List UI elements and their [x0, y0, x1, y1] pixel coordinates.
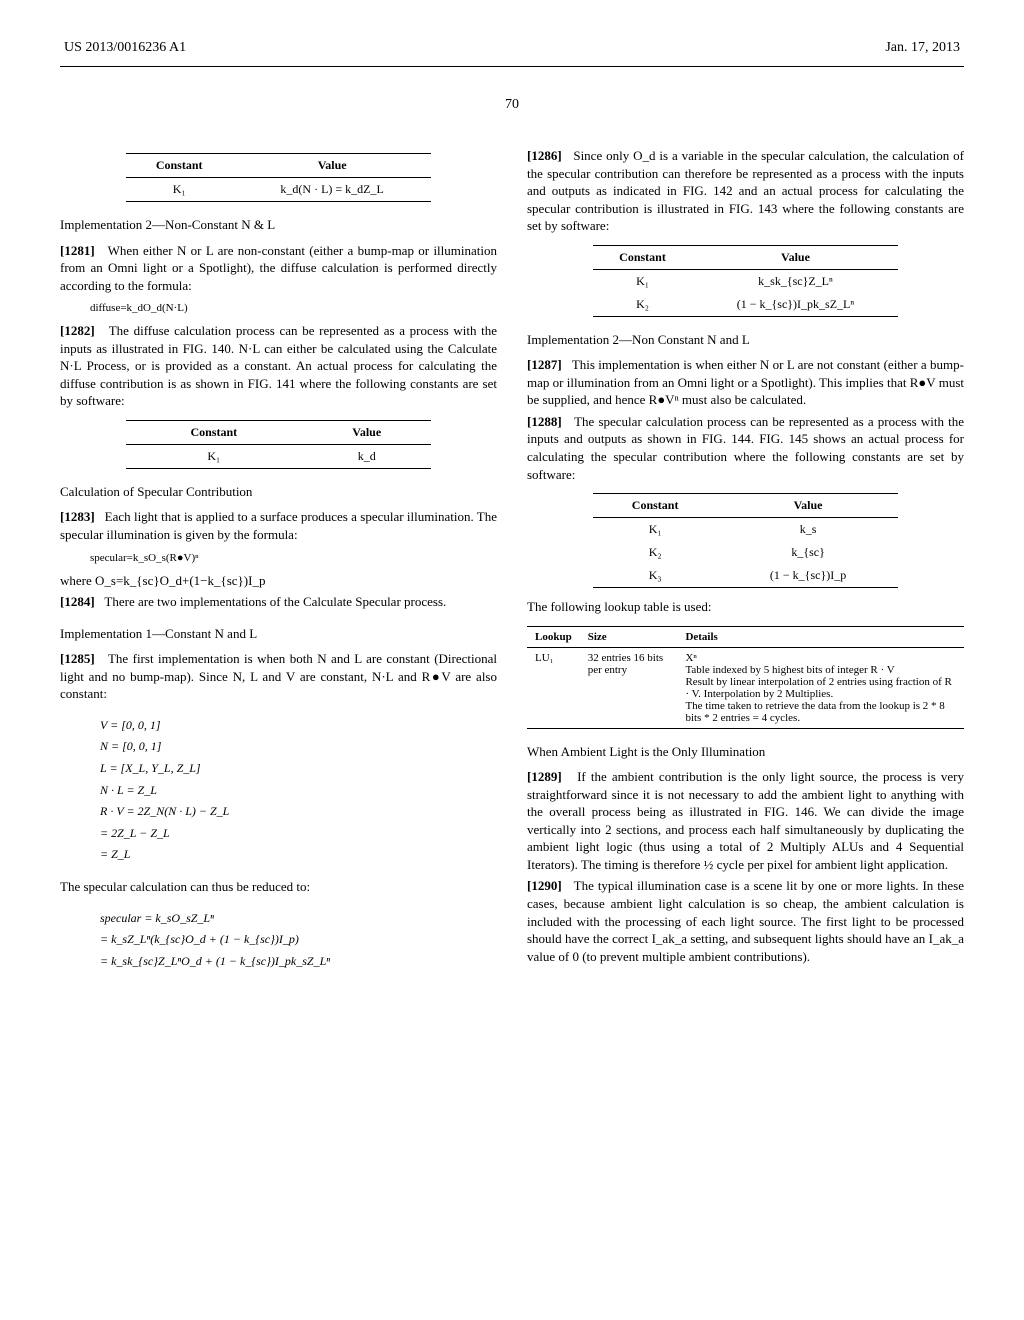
math-line: = k_sZ_Lⁿ(k_{sc}O_d + (1 − k_{sc})I_p): [100, 929, 497, 951]
paragraph-text: The typical illumination case is a scene…: [527, 878, 964, 963]
table-cell: Xⁿ Table indexed by 5 highest bits of in…: [677, 647, 964, 728]
math-line: = Z_L: [100, 844, 497, 866]
math-line: L = [X_L, Y_L, Z_L]: [100, 758, 497, 780]
two-column-layout: Constant Value K₁ k_d(N · L) = k_dZ_L Im…: [60, 143, 964, 984]
lookup-table: Lookup Size Details LU₁ 32 entries 16 bi…: [527, 626, 964, 729]
paragraph-text: Each light that is applied to a surface …: [60, 509, 497, 542]
where-clause: where O_s=k_{sc}O_d+(1−k_{sc})I_p: [60, 572, 497, 590]
section-heading: When Ambient Light is the Only Illuminat…: [527, 743, 964, 761]
math-line: = k_sk_{sc}Z_LⁿO_d + (1 − k_{sc})I_pk_sZ…: [100, 951, 497, 973]
paragraph-number: [1284]: [60, 594, 95, 609]
paragraph: [1284] There are two implementations of …: [60, 593, 497, 611]
paragraph-text: The specular calculation process can be …: [527, 414, 964, 482]
constant-table-4: Constant Value K₁ k_s K₂ k_{sc} K₃ (1 − …: [593, 493, 899, 588]
paragraph-number: [1290]: [527, 878, 562, 893]
header-rule: [60, 66, 964, 67]
formula: diffuse=k_dO_d(N·L): [90, 302, 497, 314]
table-header: Size: [580, 626, 678, 647]
paragraph-number: [1289]: [527, 769, 562, 784]
paragraph-number: [1286]: [527, 148, 562, 163]
paragraph: [1289] If the ambient contribution is th…: [527, 768, 964, 873]
paragraph: [1287] This implementation is when eithe…: [527, 356, 964, 409]
paragraph: [1286] Since only O_d is a variable in t…: [527, 147, 964, 235]
table-cell: K₁: [126, 444, 302, 468]
paragraph-number: [1288]: [527, 414, 562, 429]
math-line: N = [0, 0, 1]: [100, 736, 497, 758]
table-header: Details: [677, 626, 964, 647]
constant-table-2: Constant Value K₁ k_d: [126, 420, 432, 469]
patent-number: US 2013/0016236 A1: [64, 40, 186, 56]
table-header: Value: [693, 245, 899, 269]
left-column: Constant Value K₁ k_d(N · L) = k_dZ_L Im…: [60, 143, 497, 984]
paragraph-text: The first implementation is when both N …: [60, 651, 497, 701]
lookup-intro: The following lookup table is used:: [527, 598, 964, 616]
table-cell: K₃: [593, 564, 718, 588]
paragraph-number: [1281]: [60, 243, 95, 258]
paragraph: [1285] The first implementation is when …: [60, 650, 497, 703]
paragraph: [1290] The typical illumination case is …: [527, 877, 964, 965]
table-header: Value: [718, 494, 899, 518]
table-cell: (1 − k_{sc})I_p: [718, 564, 899, 588]
table-header: Lookup: [527, 626, 580, 647]
table-cell: K₂: [593, 541, 718, 564]
paragraph-number: [1285]: [60, 651, 95, 666]
table-cell: K₁: [593, 269, 693, 293]
math-line: V = [0, 0, 1]: [100, 715, 497, 737]
table-header: Constant: [126, 420, 302, 444]
section-heading: Implementation 1—Constant N and L: [60, 625, 497, 643]
formula: specular=k_sO_s(R●V)ⁿ: [90, 552, 497, 564]
section-heading: Implementation 2—Non-Constant N & L: [60, 216, 497, 234]
table-cell: k_d: [302, 444, 431, 468]
table-cell: LU₁: [527, 647, 580, 728]
table-cell: k_d(N · L) = k_dZ_L: [233, 178, 432, 202]
right-column: [1286] Since only O_d is a variable in t…: [527, 143, 964, 984]
table-cell: K₁: [126, 178, 233, 202]
math-line: specular = k_sO_sZ_Lⁿ: [100, 908, 497, 930]
paragraph: [1281] When either N or L are non-consta…: [60, 242, 497, 295]
paragraph-text: The diffuse calculation process can be r…: [60, 323, 497, 408]
table-header: Constant: [593, 245, 693, 269]
section-heading: Implementation 2—Non Constant N and L: [527, 331, 964, 349]
section-heading: Calculation of Specular Contribution: [60, 483, 497, 501]
table-cell: (1 − k_{sc})I_pk_sZ_Lⁿ: [693, 293, 899, 317]
paragraph: [1283] Each light that is applied to a s…: [60, 508, 497, 543]
paragraph-number: [1282]: [60, 323, 95, 338]
reduce-intro: The specular calculation can thus be red…: [60, 878, 497, 896]
math-block-vectors: V = [0, 0, 1] N = [0, 0, 1] L = [X_L, Y_…: [100, 715, 497, 866]
table-header: Constant: [593, 494, 718, 518]
constant-table-3: Constant Value K₁ k_sk_{sc}Z_Lⁿ K₂ (1 − …: [593, 245, 899, 317]
table-cell: k_s: [718, 518, 899, 542]
table-cell: K₁: [593, 518, 718, 542]
constant-table-1: Constant Value K₁ k_d(N · L) = k_dZ_L: [126, 153, 432, 202]
paragraph-text: When either N or L are non-constant (eit…: [60, 243, 497, 293]
table-cell: k_{sc}: [718, 541, 899, 564]
paragraph: [1282] The diffuse calculation process c…: [60, 322, 497, 410]
paragraph-text: If the ambient contribution is the only …: [527, 769, 964, 872]
math-block-specular: specular = k_sO_sZ_Lⁿ = k_sZ_Lⁿ(k_{sc}O_…: [100, 908, 497, 973]
math-line: N · L = Z_L: [100, 780, 497, 802]
page-header: US 2013/0016236 A1 Jan. 17, 2013: [60, 40, 964, 56]
table-cell: 32 entries 16 bits per entry: [580, 647, 678, 728]
table-header: Value: [302, 420, 431, 444]
publication-date: Jan. 17, 2013: [885, 40, 960, 56]
page-number: 70: [60, 97, 964, 113]
paragraph-number: [1283]: [60, 509, 95, 524]
table-cell: K₂: [593, 293, 693, 317]
paragraph-text: Since only O_d is a variable in the spec…: [527, 148, 964, 233]
paragraph-text: There are two implementations of the Cal…: [104, 594, 446, 609]
table-header: Constant: [126, 154, 233, 178]
math-line: R · V = 2Z_N(N · L) − Z_L: [100, 801, 497, 823]
math-line: = 2Z_L − Z_L: [100, 823, 497, 845]
paragraph-text: This implementation is when either N or …: [527, 357, 964, 407]
paragraph-number: [1287]: [527, 357, 562, 372]
table-cell: k_sk_{sc}Z_Lⁿ: [693, 269, 899, 293]
table-header: Value: [233, 154, 432, 178]
paragraph: [1288] The specular calculation process …: [527, 413, 964, 483]
